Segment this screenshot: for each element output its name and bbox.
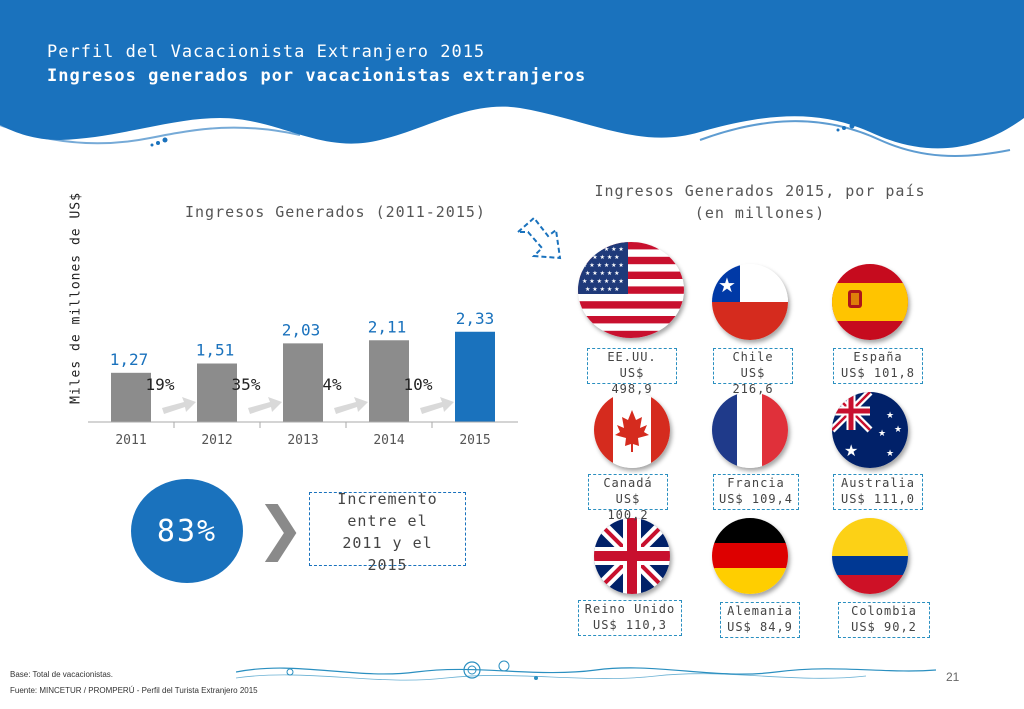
- increase-percent: 83%: [156, 513, 218, 549]
- footer-wave-ornament: [236, 660, 936, 681]
- increase-text-line: 2011 y el: [342, 534, 433, 552]
- y-axis-label: Miles de millones de US$: [68, 191, 84, 404]
- x-tick-label-2013: 2013: [287, 433, 318, 448]
- slide-title: Ingresos generados por vacacionistas ext…: [47, 66, 587, 86]
- value-label-2011: 1,27: [110, 350, 149, 369]
- svg-text:★: ★: [894, 425, 902, 435]
- footer-base-note: Base: Total de vacacionistas.: [10, 670, 114, 679]
- x-tick-label-2014: 2014: [373, 433, 404, 448]
- bar-chart: 1,27 2011 1,51 2012 2,03 2013 2,11 2014 2,33 2015…: [88, 309, 518, 448]
- chevron-right-icon: ❯: [256, 494, 305, 562]
- growth-label: 35%: [232, 375, 261, 394]
- countries-title-line: (en millones): [694, 204, 826, 222]
- slide-subtitle: Perfil del Vacacionista Extranjero 2015: [47, 42, 486, 62]
- svg-text:★ ★ ★ ★ ★: ★ ★ ★ ★ ★: [585, 270, 620, 277]
- colombia-flag-icon: [832, 518, 908, 594]
- y-axis-label-container: Miles de millones de US$: [66, 185, 86, 410]
- usa-flag-icon: ★ ★ ★ ★ ★ ★ ★ ★ ★ ★ ★ ★ ★ ★ ★ ★ ★ ★ ★ ★ ★ …: [578, 242, 684, 338]
- svg-text:★ ★ ★ ★ ★ ★: ★ ★ ★ ★ ★ ★: [582, 278, 624, 285]
- growth-label: 19%: [146, 375, 175, 394]
- australia-flag-icon: ★ ★ ★ ★ ★: [832, 392, 908, 468]
- svg-text:★ ★ ★ ★ ★: ★ ★ ★ ★ ★: [585, 254, 620, 261]
- svg-text:★: ★: [886, 411, 894, 421]
- increase-text-line: Incremento: [337, 490, 438, 508]
- svg-text:★ ★ ★ ★ ★ ★: ★ ★ ★ ★ ★ ★: [582, 246, 624, 253]
- footer-source: Fuente: MINCETUR / PROMPERÚ - Perfil del…: [10, 686, 258, 695]
- dashed-arrow-icon: [515, 216, 562, 260]
- value-label-2014: 2,11: [368, 317, 407, 336]
- bar-2012: [197, 363, 237, 422]
- country-label-germany: Alemania US$ 84,9: [720, 602, 800, 638]
- x-tick-label-2011: 2011: [115, 433, 146, 448]
- germany-flag-icon: [712, 518, 788, 594]
- growth-arrow-icon: [334, 397, 368, 414]
- growth-arrow-icon: [162, 397, 196, 414]
- bar-2011: [111, 372, 151, 422]
- growth-arrow-icon: [248, 397, 282, 414]
- country-label-chile: Chile US$ 216,6: [713, 348, 793, 396]
- value-label-2012: 1,51: [196, 341, 235, 360]
- value-label-2015: 2,33: [456, 309, 495, 328]
- svg-text:★: ★: [718, 273, 736, 297]
- country-label-spain: España US$ 101,8: [833, 348, 923, 384]
- country-label-uk: Reino Unido US$ 110,3: [578, 600, 682, 636]
- svg-text:★: ★: [886, 449, 894, 459]
- bar-2014: [369, 340, 409, 422]
- growth-arrow-icon: [420, 397, 454, 414]
- value-label-2013: 2,03: [282, 320, 321, 339]
- chart-title: Ingresos Generados (2011-2015): [185, 203, 486, 221]
- increase-percent-circle: 83%: [131, 479, 243, 583]
- x-tick-label-2015: 2015: [459, 433, 490, 448]
- france-flag-icon: [712, 392, 788, 468]
- canada-flag-icon: [594, 392, 670, 468]
- country-label-colombia: Colombia US$ 90,2: [838, 602, 930, 638]
- growth-label: 10%: [404, 375, 433, 394]
- increase-text-line: 2015: [367, 556, 408, 574]
- country-label-usa: EE.UU. US$ 498,9: [587, 348, 677, 396]
- page-number: 21: [946, 670, 960, 684]
- x-tick-label-2012: 2012: [201, 433, 232, 448]
- svg-text:★ ★ ★ ★ ★: ★ ★ ★ ★ ★: [585, 286, 620, 293]
- countries-title: Ingresos Generados 2015, por país (en mi…: [570, 180, 950, 224]
- growth-label: 4%: [322, 375, 342, 394]
- countries-title-line: Ingresos Generados 2015, por país: [594, 182, 926, 200]
- bar-2013: [283, 343, 323, 422]
- header-wave-banner: [0, 0, 1024, 157]
- svg-text:★: ★: [844, 441, 858, 460]
- country-label-australia: Australia US$ 111,0: [833, 474, 923, 510]
- spain-flag-icon: [832, 264, 908, 340]
- country-label-canada: Canadá US$ 100,2: [588, 474, 668, 522]
- uk-flag-icon: [594, 518, 670, 594]
- svg-text:★ ★ ★ ★ ★ ★: ★ ★ ★ ★ ★ ★: [582, 262, 624, 269]
- increase-text: Incremento entre el 2011 y el 2015: [309, 488, 466, 576]
- svg-text:★: ★: [878, 429, 886, 439]
- chile-flag-icon: ★: [712, 264, 788, 340]
- bar-2015: [455, 331, 495, 422]
- country-label-france: Francia US$ 109,4: [713, 474, 799, 510]
- increase-text-line: entre el: [347, 512, 428, 530]
- increase-text-box: [309, 492, 466, 566]
